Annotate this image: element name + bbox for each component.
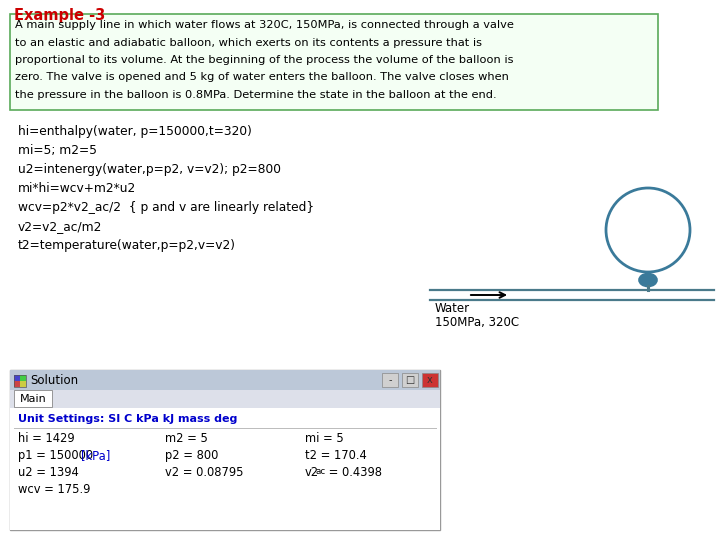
Text: the pressure in the balloon is 0.8MPa. Determine the state in the balloon at the: the pressure in the balloon is 0.8MPa. D… (15, 90, 497, 100)
Text: = 0.4398: = 0.4398 (325, 466, 382, 479)
Text: ac: ac (315, 467, 325, 476)
Bar (20, 375, 26, 381)
Bar (14, 375, 20, 381)
Text: u2 = 1394: u2 = 1394 (18, 466, 78, 479)
Text: Unit Settings: SI C kPa kJ mass deg: Unit Settings: SI C kPa kJ mass deg (18, 414, 238, 424)
Text: [kPa]: [kPa] (81, 449, 110, 462)
Text: p1 = 150000: p1 = 150000 (18, 449, 100, 462)
Text: hi = 1429: hi = 1429 (18, 432, 75, 445)
Bar (402, 373, 418, 387)
Text: Solution: Solution (30, 374, 78, 387)
Text: x: x (427, 375, 433, 385)
Text: wcv=p2*v2_ac/2  { p and v are linearly related}: wcv=p2*v2_ac/2 { p and v are linearly re… (18, 201, 314, 214)
Bar (10, 408, 440, 530)
Ellipse shape (639, 273, 657, 287)
Text: m2 = 5: m2 = 5 (165, 432, 208, 445)
Text: zero. The valve is opened and 5 kg of water enters the balloon. The valve closes: zero. The valve is opened and 5 kg of wa… (15, 72, 509, 83)
Text: 150MPa, 320C: 150MPa, 320C (435, 316, 519, 329)
Text: p2 = 800: p2 = 800 (165, 449, 218, 462)
Text: mi = 5: mi = 5 (305, 432, 343, 445)
Bar (422, 373, 438, 387)
Text: u2=intenergy(water,p=p2, v=v2); p2=800: u2=intenergy(water,p=p2, v=v2); p2=800 (18, 163, 281, 176)
Bar (10, 370, 440, 530)
Text: to an elastic and adiabatic balloon, which exerts on its contents a pressure tha: to an elastic and adiabatic balloon, whi… (15, 37, 482, 48)
Text: mi=5; m2=5: mi=5; m2=5 (18, 144, 97, 157)
Bar (382, 373, 398, 387)
Text: hi=enthalpy(water, p=150000,t=320): hi=enthalpy(water, p=150000,t=320) (18, 125, 252, 138)
Text: mi*hi=wcv+m2*u2: mi*hi=wcv+m2*u2 (18, 182, 136, 195)
Text: v2 = 0.08795: v2 = 0.08795 (165, 466, 243, 479)
FancyBboxPatch shape (10, 14, 658, 110)
Bar (10, 390, 440, 408)
Bar (10, 370, 440, 390)
Text: wcv = 175.9: wcv = 175.9 (18, 483, 91, 496)
Text: Example -3: Example -3 (14, 8, 105, 23)
Text: A main supply line in which water flows at 320C, 150MPa, is connected through a : A main supply line in which water flows … (15, 20, 514, 30)
Text: Water: Water (435, 302, 470, 315)
Text: □: □ (405, 375, 415, 385)
Bar (14, 375, 26, 387)
Text: t2=temperature(water,p=p2,v=v2): t2=temperature(water,p=p2,v=v2) (18, 239, 236, 252)
Text: v2: v2 (305, 466, 319, 479)
Bar (14, 390, 52, 407)
Bar (20, 381, 26, 387)
Text: t2 = 170.4: t2 = 170.4 (305, 449, 366, 462)
Bar (14, 381, 20, 387)
Text: -: - (388, 375, 392, 385)
Text: proportional to its volume. At the beginning of the process the volume of the ba: proportional to its volume. At the begin… (15, 55, 513, 65)
Text: v2=v2_ac/m2: v2=v2_ac/m2 (18, 220, 102, 233)
Text: Main: Main (19, 394, 46, 404)
